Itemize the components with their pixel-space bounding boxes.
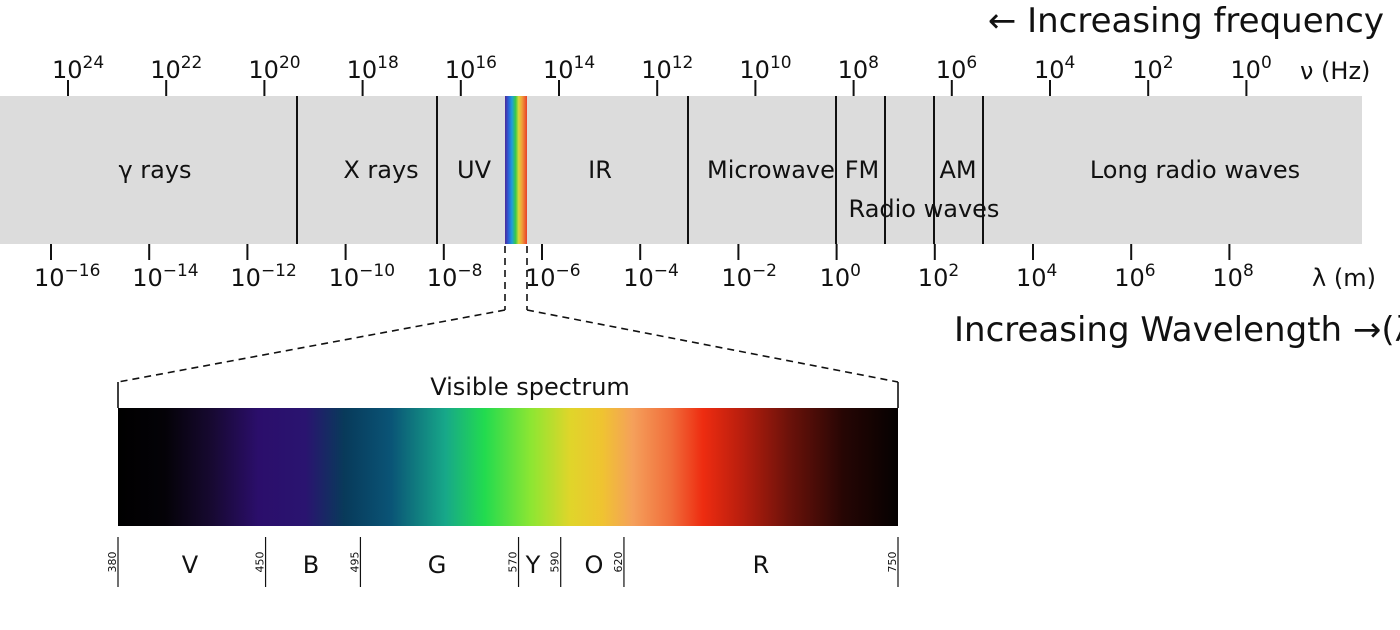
band-label-radio: Radio waves: [849, 195, 1000, 223]
wavelength-axis: 10−16 10−14 10−12 10−10 10−8 10−6 10−4 10−2 100 1…: [34, 244, 1254, 292]
wavelength-unit-label: λ (m): [1312, 264, 1376, 292]
visible-boundary-label: 750: [886, 552, 899, 573]
band-label-xray: X rays: [343, 156, 418, 184]
visible-boundary-label: 380: [106, 552, 119, 573]
visible-color-letter: V: [182, 551, 199, 579]
visible-boundary-label: 450: [254, 552, 267, 573]
band-label-gamma: γ rays: [118, 156, 191, 184]
frequency-axis: 1024 1022 1020 1018 1016 1014 1012 1010 108 106 10…: [52, 53, 1272, 96]
wavelength-tick-label: 106: [1114, 261, 1155, 292]
frequency-unit-label: ν (Hz): [1300, 57, 1370, 85]
wavelength-tick-label: 10−6: [525, 261, 581, 292]
frequency-tick-label: 1010: [739, 53, 791, 84]
visible-boundary-label: 495: [348, 552, 361, 573]
visible-rainbow-strip: [505, 96, 527, 244]
visible-color-letter: B: [303, 551, 319, 579]
visible-boundary-label: 570: [507, 552, 520, 573]
wavelength-tick-label: 10−2: [721, 261, 777, 292]
wavelength-tick-label: 10−10: [329, 261, 395, 292]
frequency-tick-label: 1018: [347, 53, 399, 84]
band-label-uv: UV: [457, 156, 492, 184]
band-label-microwave: Microwave: [707, 156, 835, 184]
frequency-tick-label: 108: [838, 53, 879, 84]
frequency-tick-label: 104: [1034, 53, 1075, 84]
visible-color-letter: O: [585, 551, 604, 579]
wavelength-tick-label: 10−8: [427, 261, 483, 292]
band-label-fm: FM: [845, 156, 880, 184]
band-label-ir: IR: [588, 156, 612, 184]
frequency-tick-label: 1022: [150, 53, 202, 84]
frequency-tick-label: 1020: [248, 53, 300, 84]
visible-color-letter: R: [753, 551, 770, 579]
wavelength-tick-label: 104: [1016, 261, 1057, 292]
wavelength-tick-label: 102: [918, 261, 959, 292]
frequency-tick-label: 100: [1230, 53, 1271, 84]
frequency-tick-label: 106: [936, 53, 977, 84]
wavelength-tick-label: 100: [820, 261, 861, 292]
visible-boundary-label: 590: [549, 552, 562, 573]
visible-color-letter: Y: [525, 551, 541, 579]
frequency-tick-label: 1016: [445, 53, 497, 84]
visible-color-letter: G: [428, 551, 447, 579]
wavelength-direction-label: Increasing Wavelength →(λ): [954, 310, 1400, 350]
frequency-tick-label: 1012: [641, 53, 693, 84]
wavelength-tick-label: 10−12: [230, 261, 296, 292]
zoom-lines: [117, 246, 899, 383]
visible-spectrum-bar: [118, 408, 898, 526]
visible-boundaries: 380 450 495 570 590 620 750: [106, 537, 899, 587]
band-background: [0, 96, 1362, 244]
wavelength-tick-label: 108: [1212, 261, 1253, 292]
visible-spectrum-bracket: [117, 382, 899, 408]
wavelength-tick-label: 10−14: [132, 261, 198, 292]
wavelength-tick-label: 10−16: [34, 261, 100, 292]
band-label-am: AM: [939, 156, 976, 184]
visible-spectrum-title: Visible spectrum: [430, 373, 630, 401]
frequency-tick-label: 1024: [52, 53, 104, 84]
visible-boundary-label: 620: [612, 552, 625, 573]
band-label-long-radio: Long radio waves: [1090, 156, 1300, 184]
frequency-tick-label: 102: [1132, 53, 1173, 84]
band-dividers: [296, 96, 984, 244]
frequency-direction-label: ← Increasing frequency: [988, 1, 1384, 41]
wavelength-tick-label: 10−4: [623, 261, 679, 292]
frequency-tick-label: 1014: [543, 53, 595, 84]
